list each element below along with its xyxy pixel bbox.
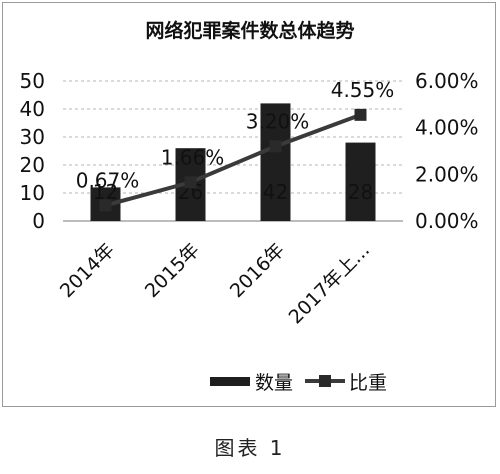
bar <box>260 103 291 221</box>
right-tick-label: 6.00% <box>415 69 479 93</box>
line-labels: 0.67% 1.66% 3.20% 4.55% <box>76 78 395 193</box>
line-value-label: 3.20% <box>246 109 310 133</box>
chart-frame: 网络犯罪案件数总体趋势 0 10 20 30 40 50 0.00% 2.00% 4.00% 6… <box>2 2 496 407</box>
legend-label: 数量 <box>255 372 293 394</box>
legend-swatch-bar <box>210 377 250 386</box>
line-marker <box>99 199 112 212</box>
bar-value-label: 28 <box>348 180 373 204</box>
left-tick-label: 20 <box>20 153 45 177</box>
left-tick-label: 10 <box>20 181 45 205</box>
line-value-label: 0.67% <box>76 168 140 192</box>
left-tick-label: 30 <box>20 125 45 149</box>
line-marker <box>354 108 367 121</box>
left-tick-label: 0 <box>32 209 45 233</box>
left-tick-label: 40 <box>20 97 45 121</box>
chart: 网络犯罪案件数总体趋势 0 10 20 30 40 50 0.00% 2.00% 4.00% 6… <box>20 19 479 394</box>
legend: 数量 比重 <box>210 372 387 394</box>
x-tick-label: 2017年上... <box>285 239 374 328</box>
x-tick-label: 2015年 <box>141 239 204 302</box>
series-line <box>104 112 362 208</box>
legend-label: 比重 <box>349 372 387 394</box>
left-axis: 0 10 20 30 40 50 <box>20 69 45 233</box>
figure-caption: 图表 1 <box>214 436 286 460</box>
right-axis: 0.00% 2.00% 4.00% 6.00% <box>415 69 479 233</box>
x-tick-label: 2016年 <box>226 239 289 302</box>
bar-series <box>90 103 376 221</box>
x-axis: 2014年 2015年 2016年2017年上... <box>56 239 374 328</box>
bar-value-label: 42 <box>263 180 288 204</box>
line-marker <box>269 140 282 153</box>
right-tick-label: 4.00% <box>415 116 479 140</box>
bar-labels: 12 26 42 28 <box>93 180 373 204</box>
right-tick-label: 2.00% <box>415 162 479 186</box>
line-series <box>99 108 367 212</box>
line-value-label: 1.66% <box>161 145 225 169</box>
left-tick-label: 50 <box>20 69 45 93</box>
x-tick-label: 2014年 <box>56 239 119 302</box>
legend-swatch-marker <box>319 375 331 387</box>
bar <box>345 142 376 221</box>
line-marker <box>184 176 197 189</box>
line-value-label: 4.55% <box>331 78 395 102</box>
chart-title: 网络犯罪案件数总体趋势 <box>145 19 354 42</box>
right-tick-label: 0.00% <box>415 209 479 233</box>
